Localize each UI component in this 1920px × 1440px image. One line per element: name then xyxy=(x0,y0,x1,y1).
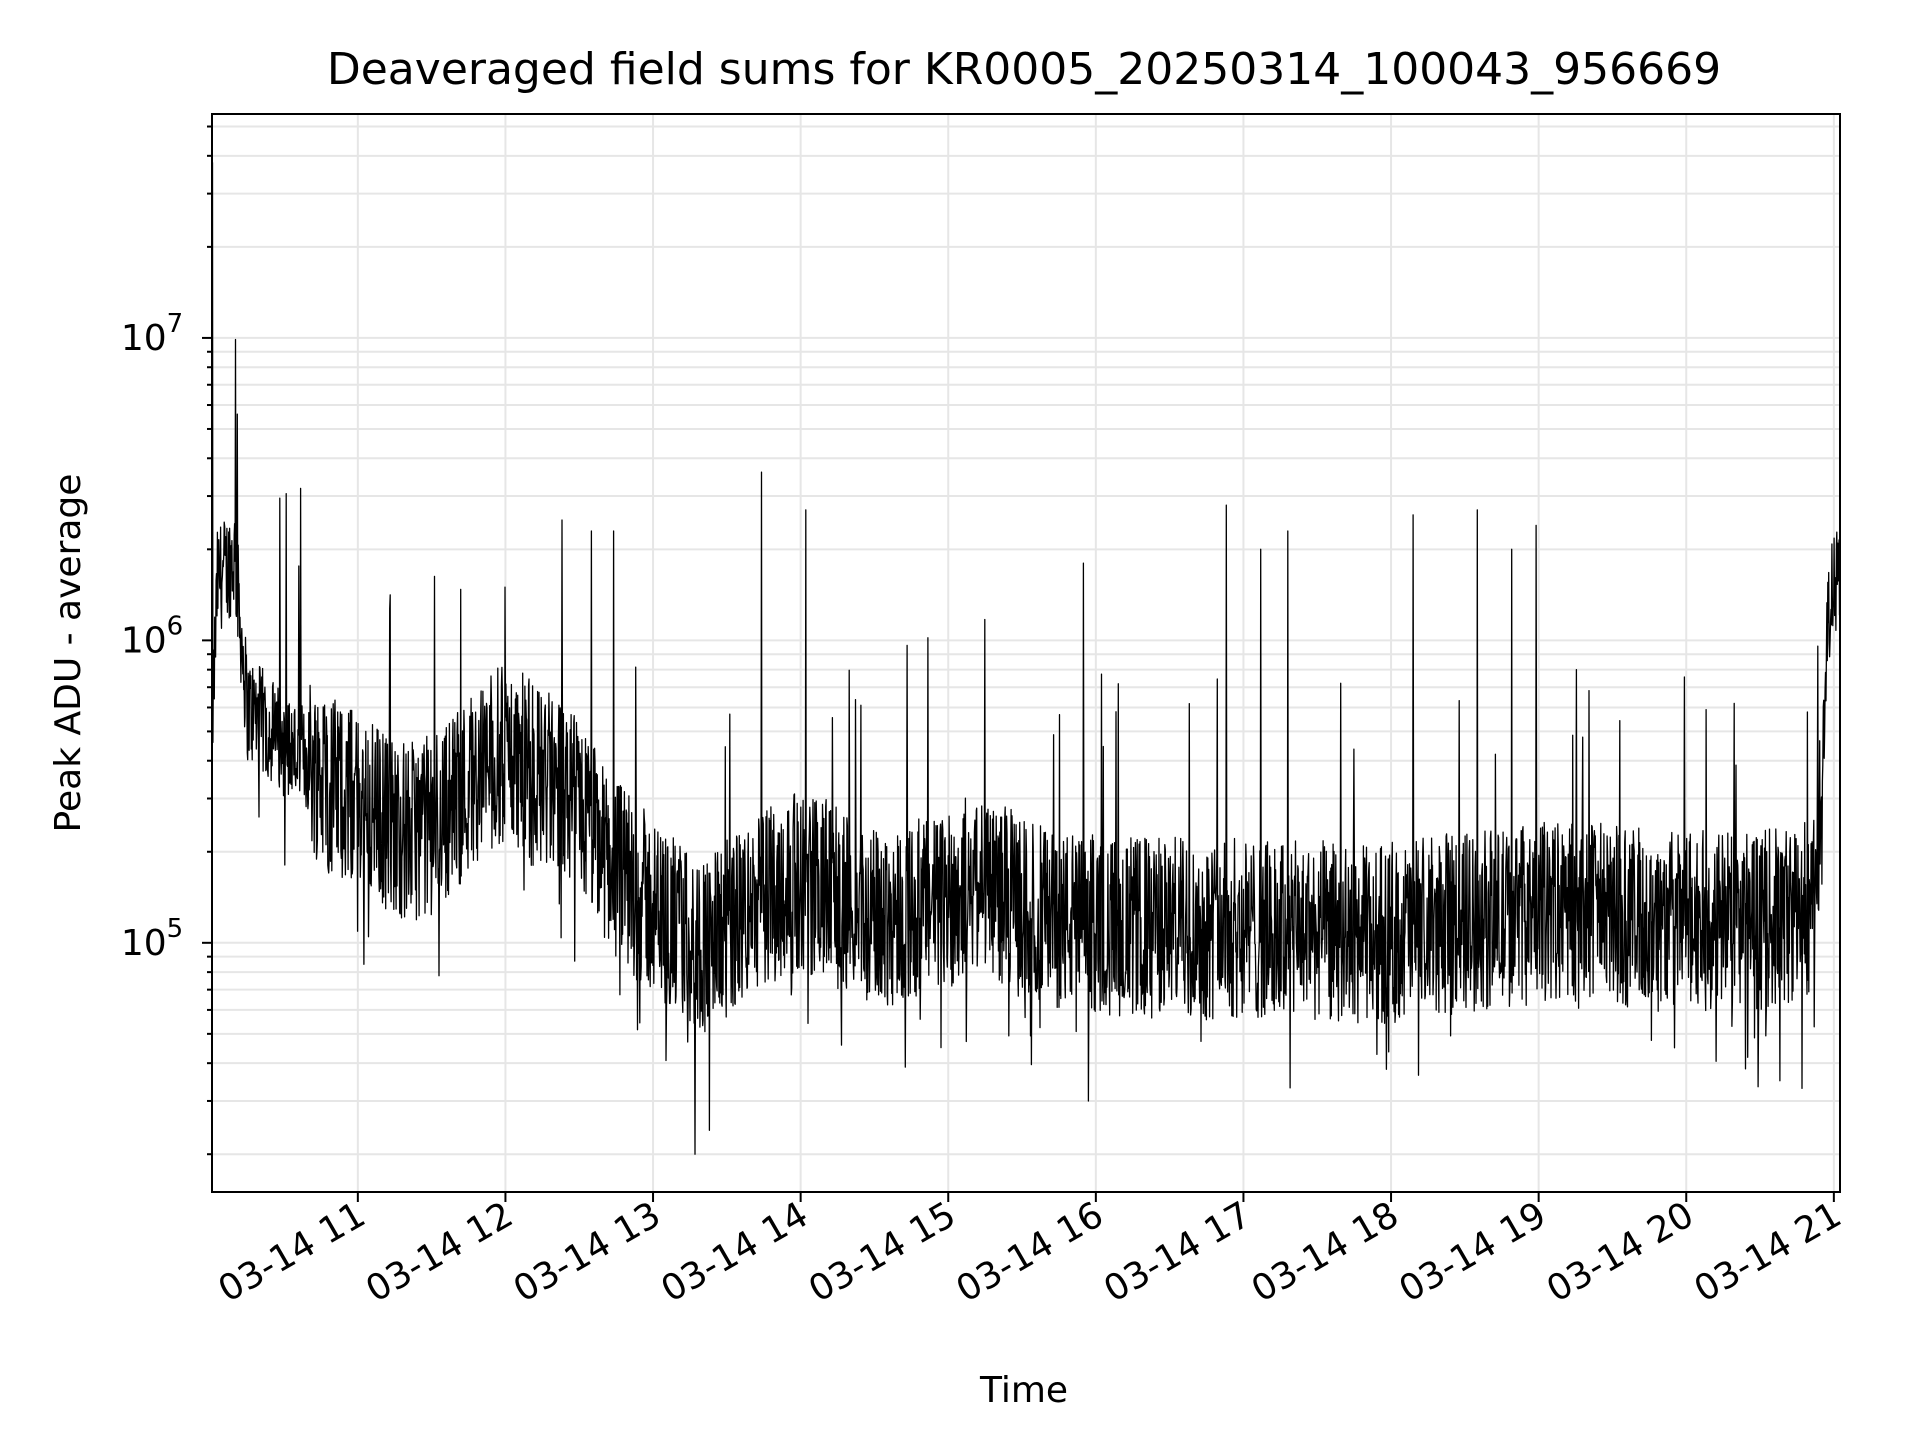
x-axis-label: Time xyxy=(979,1370,1068,1411)
chart-title: Deaveraged field sums for KR0005_2025031… xyxy=(327,44,1721,95)
y-axis: 105 106 107 xyxy=(121,125,212,1156)
y-tick-label: 107 xyxy=(121,309,183,359)
major-gridlines xyxy=(356,114,1835,1192)
y-tick-label: 106 xyxy=(121,611,183,661)
data-series xyxy=(211,161,1841,1155)
y-axis-label: Peak ADU - average xyxy=(48,474,89,833)
y-tick-label: 105 xyxy=(121,914,183,964)
plot-frame xyxy=(211,113,1841,1193)
series-line xyxy=(211,161,1841,1155)
